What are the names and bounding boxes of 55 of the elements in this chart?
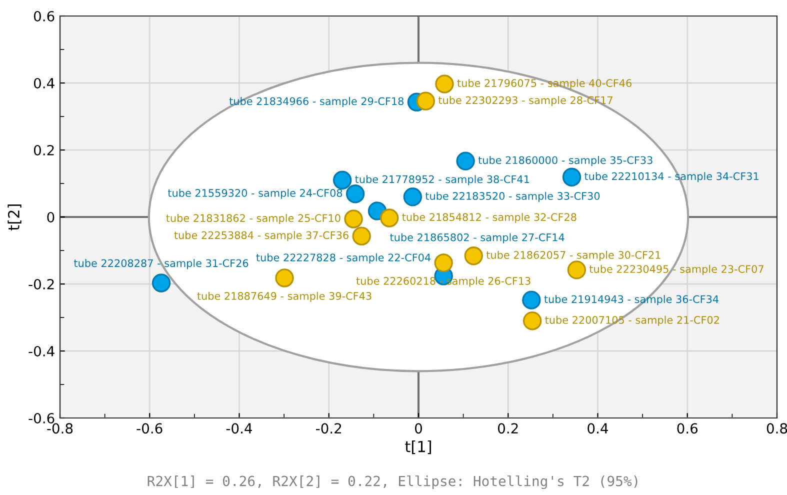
y-tick-label: -0.6 xyxy=(28,412,54,424)
y-axis-title: t[2] xyxy=(8,204,22,230)
point xyxy=(464,246,483,266)
data-label: tube 21914943 - sample 36-CF34 xyxy=(544,295,718,306)
text: R2X[1] = 0.26, R2X[2] = 0.22, Ellipse: Hotelling's T2 (95%) xyxy=(148,475,638,490)
point xyxy=(344,210,363,228)
point xyxy=(522,290,541,310)
y-tick-label: -0.2 xyxy=(28,278,54,290)
x-tick-label: 0.6 xyxy=(677,423,698,434)
x-tick-label: -0.4 xyxy=(226,423,252,434)
y-tick-label: 0.4 xyxy=(34,78,54,88)
data-label: tube 21778952 - sample 38-CF41 xyxy=(355,175,529,186)
point xyxy=(434,254,453,272)
x-tick-label: 0.8 xyxy=(766,423,787,434)
point xyxy=(380,208,399,228)
data-label: tube 21862057 - sample 30-CF21 xyxy=(486,250,660,261)
data-label: tube 22253884 - sample 37-CF36 xyxy=(174,231,348,242)
point xyxy=(567,260,586,280)
x-tick-label: -0.8 xyxy=(47,423,73,434)
point xyxy=(152,274,171,292)
point xyxy=(562,168,582,186)
data-label: tube 22208287 - sample 31-CF26 xyxy=(74,259,248,270)
x-tick-label: -0.2 xyxy=(316,423,342,434)
data-label: tube 22227828 - sample 22-CF04 xyxy=(256,253,431,264)
y-tick-label: 0.6 xyxy=(34,10,54,22)
x-tick-label: 0.4 xyxy=(588,423,608,434)
y-tick-label: 0.2 xyxy=(34,144,54,156)
point xyxy=(416,92,436,110)
data-label: tube 21860000 - sample 35-CF33 xyxy=(478,156,652,166)
data-label: tube 21834966 - sample 29-CF18 xyxy=(229,97,404,108)
point xyxy=(346,184,365,204)
y-tick-label: 0 xyxy=(47,212,54,222)
point xyxy=(435,74,454,94)
point xyxy=(332,170,352,190)
y-tick-label: -0.4 xyxy=(28,346,54,356)
point xyxy=(352,226,371,246)
point xyxy=(403,188,422,206)
data-label: tube 21559320 - sample 24-CF08 xyxy=(168,188,342,199)
data-label: tube 22183520 - sample 33-CF30 xyxy=(425,192,600,202)
point xyxy=(456,152,475,170)
x-tick-label: 0.2 xyxy=(498,423,518,434)
point xyxy=(275,268,294,288)
data-label: tube 22210134 - sample 34-CF31 xyxy=(584,172,758,182)
data-label: tube 21831862 - sample 25-CF10 xyxy=(166,214,340,224)
point xyxy=(522,312,542,330)
data-label: tube 21854812 - sample 32-CF28 xyxy=(402,212,576,224)
data-label: tube 22302293 - sample 28-CF17 xyxy=(438,96,612,106)
x-axis-title: t[1] xyxy=(405,440,432,454)
data-label: tube 21887649 - sample 39-CF43 xyxy=(197,292,372,302)
data-label: tube 21796075 - sample 40-CF46 xyxy=(457,78,632,90)
data-label: tube 22230495 - sample 23-CF07 xyxy=(589,264,764,275)
data-label: tube 22007105 - sample 21-CF02 xyxy=(545,316,719,326)
data-label: tube 21865802 - sample 27-CF14 xyxy=(390,233,564,244)
x-tick-label: -0.6 xyxy=(136,423,162,434)
x-tick-label: 0 xyxy=(414,423,422,434)
